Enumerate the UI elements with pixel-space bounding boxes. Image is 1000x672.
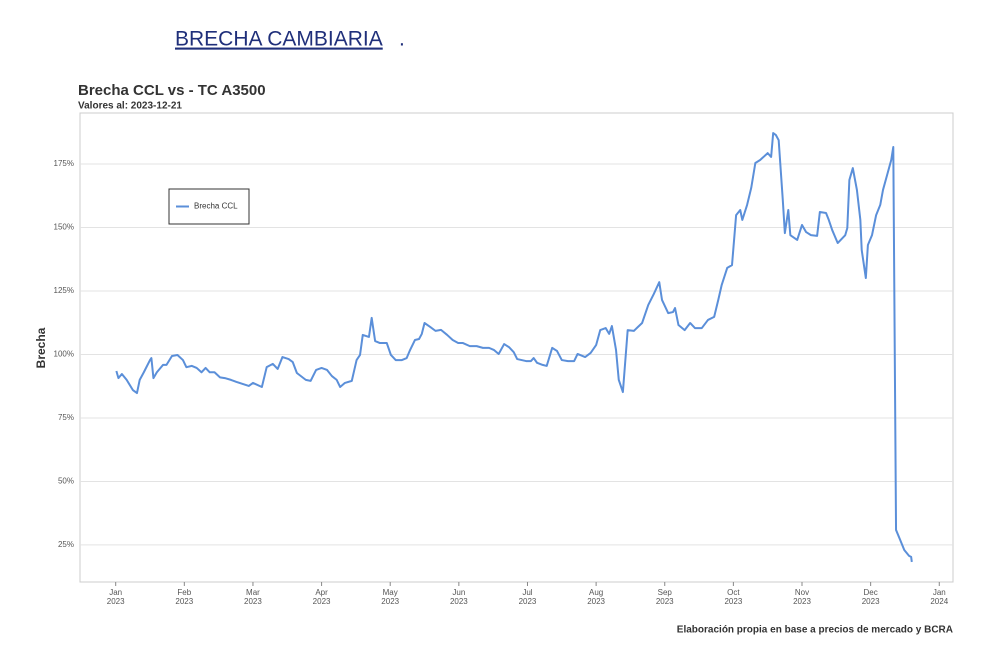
x-tick-label: Jan 2023 bbox=[106, 588, 125, 606]
y-tick-label: 75% bbox=[58, 413, 74, 422]
x-tick-label: Apr 2023 bbox=[312, 588, 331, 606]
x-tick-label: May 2023 bbox=[381, 588, 400, 606]
x-tick-label: Mar 2023 bbox=[244, 588, 262, 606]
x-tick-label: Jul 2023 bbox=[518, 588, 537, 606]
x-tick-label: Nov 2023 bbox=[793, 588, 811, 606]
caption: Elaboración propia en base a precios de … bbox=[677, 625, 953, 636]
chart-title: Brecha CCL vs - TC A3500 bbox=[78, 82, 266, 99]
y-tick-label: 125% bbox=[54, 286, 74, 295]
x-tick-label: Sep 2023 bbox=[655, 588, 674, 606]
x-tick-label: Aug 2023 bbox=[587, 588, 605, 606]
y-tick-label: 25% bbox=[58, 540, 74, 549]
x-tick-label: Jan 2024 bbox=[930, 588, 949, 606]
x-tick-label: Jun 2023 bbox=[449, 588, 468, 606]
y-tick-label: 175% bbox=[54, 159, 74, 168]
legend-label: Brecha CCL bbox=[194, 202, 238, 211]
y-tick-label: 150% bbox=[54, 223, 74, 232]
x-tick-label: Dec 2023 bbox=[861, 588, 880, 606]
y-axis-label: Brecha bbox=[34, 327, 48, 368]
y-tick-label: 50% bbox=[58, 477, 74, 486]
plot-area bbox=[79, 112, 954, 583]
page-title-suffix: . bbox=[399, 28, 405, 51]
chart-subtitle: Valores al: 2023-12-21 bbox=[78, 101, 182, 112]
x-tick-label: Feb 2023 bbox=[175, 588, 194, 606]
page-title: BRECHA CAMBIARIA bbox=[175, 28, 383, 51]
data-line bbox=[115, 132, 913, 563]
x-tick-label: Oct 2023 bbox=[724, 588, 743, 606]
y-tick-label: 100% bbox=[54, 350, 74, 359]
